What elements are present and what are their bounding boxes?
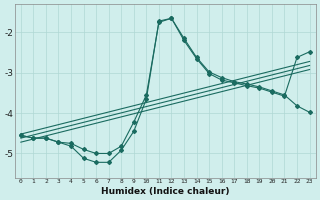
X-axis label: Humidex (Indice chaleur): Humidex (Indice chaleur) (101, 187, 229, 196)
